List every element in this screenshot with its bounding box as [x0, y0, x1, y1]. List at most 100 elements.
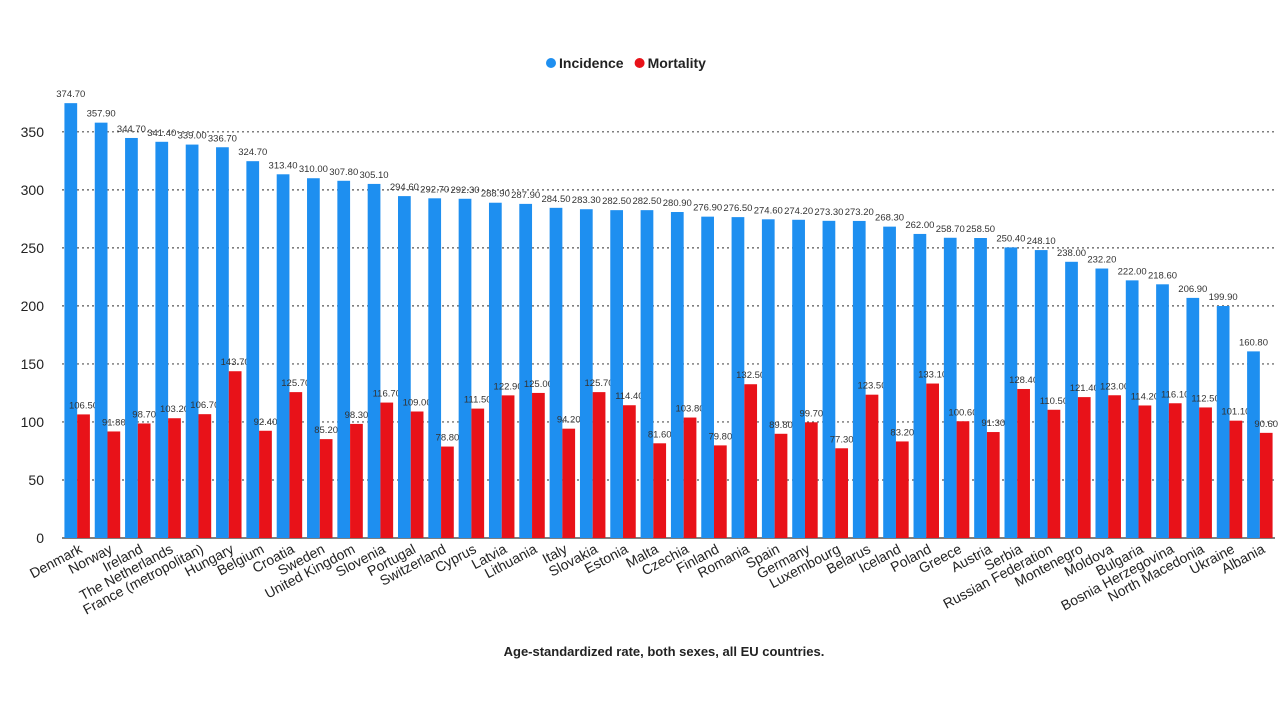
value-label: 274.60 [754, 205, 783, 216]
value-label: 98.70 [132, 409, 156, 420]
value-label: 94.20 [557, 415, 581, 426]
value-label: 122.90 [494, 381, 523, 392]
value-label: 307.80 [329, 167, 358, 178]
bar [1108, 395, 1121, 538]
value-label: 133.10 [918, 370, 947, 381]
bar [1156, 284, 1169, 538]
value-label: 160.80 [1239, 337, 1268, 348]
value-label: 305.10 [360, 170, 389, 181]
value-label: 336.70 [208, 133, 237, 144]
bar [822, 220, 836, 538]
legend-swatch [634, 58, 645, 68]
value-label: 288.90 [481, 189, 510, 200]
bar [731, 217, 745, 538]
value-label: 280.90 [663, 198, 692, 209]
y-tick-label: 300 [21, 182, 45, 198]
bar [943, 237, 957, 538]
bar [792, 219, 805, 538]
value-label: 232.20 [1087, 255, 1116, 266]
bar [1247, 351, 1260, 538]
value-label: 123.50 [857, 381, 886, 392]
bar [380, 402, 394, 538]
value-label: 121.40 [1070, 383, 1099, 394]
value-label: 250.40 [996, 233, 1025, 244]
value-label: 116.10 [1161, 389, 1189, 400]
value-label: 273.20 [845, 207, 874, 218]
value-label: 78.80 [436, 433, 460, 444]
value-label: 111.50 [464, 395, 492, 406]
bar [1004, 247, 1018, 538]
value-label: 98.30 [345, 410, 369, 421]
value-label: 79.80 [708, 431, 732, 442]
bar [1216, 306, 1230, 538]
value-label: 112.50 [1191, 393, 1219, 404]
bar [974, 238, 987, 538]
value-label: 91.80 [102, 417, 126, 428]
value-label: 218.60 [1148, 270, 1177, 281]
value-label: 284.50 [541, 194, 570, 205]
bar [458, 198, 472, 539]
bar [532, 392, 545, 538]
bar [592, 392, 606, 538]
value-label: 294.60 [390, 182, 419, 193]
value-label: 90.60 [1254, 419, 1278, 430]
bar [562, 428, 576, 538]
y-tick-label: 350 [21, 124, 45, 140]
bar [1259, 432, 1273, 538]
value-label: 344.70 [117, 124, 146, 135]
legend-label: Mortality [648, 55, 707, 71]
bar [77, 414, 90, 538]
bar [137, 423, 151, 538]
value-label: 262.00 [905, 220, 934, 231]
bar [1229, 420, 1243, 538]
value-label: 357.90 [87, 109, 116, 120]
value-label: 85.20 [314, 425, 338, 436]
value-label: 114.20 [1131, 391, 1159, 402]
bar [986, 432, 1000, 538]
value-label: 143.70 [221, 357, 250, 368]
value-label: 91.30 [981, 418, 1005, 429]
value-label: 132.50 [736, 370, 765, 381]
bar [852, 220, 866, 538]
bar [289, 392, 303, 538]
value-label: 282.50 [602, 196, 631, 207]
value-label: 99.70 [799, 408, 823, 419]
bar [913, 233, 927, 538]
y-tick-label: 250 [21, 240, 45, 256]
value-label: 92.40 [254, 417, 278, 428]
bar [1034, 250, 1048, 538]
bar [883, 226, 896, 538]
value-label: 199.90 [1209, 292, 1238, 303]
bar [185, 144, 199, 538]
value-label: 258.70 [936, 224, 965, 235]
chart-subtitle: Age-standardized rate, both sexes, all E… [504, 644, 825, 659]
value-label: 101.10 [1221, 407, 1250, 418]
value-label: 81.60 [648, 429, 672, 440]
bar [1065, 261, 1078, 538]
value-label: 109.00 [403, 398, 432, 409]
value-label: 313.40 [269, 160, 298, 171]
y-tick-label: 200 [21, 298, 45, 314]
value-label: 89.80 [769, 420, 793, 431]
value-label: 128.40 [1009, 375, 1038, 386]
value-label: 238.00 [1057, 248, 1086, 259]
bar [895, 441, 909, 538]
bar [623, 405, 636, 538]
bar [519, 203, 533, 539]
bar [319, 439, 333, 538]
bar [549, 207, 563, 538]
bar [64, 103, 78, 538]
value-label: 116.70 [373, 389, 401, 400]
value-label: 83.20 [890, 427, 914, 438]
bar [683, 417, 697, 538]
bar [1095, 268, 1109, 538]
value-label: 282.50 [632, 196, 661, 207]
bar [1168, 403, 1182, 538]
bar [653, 443, 667, 538]
bar [471, 408, 485, 538]
value-label: 268.30 [875, 213, 904, 224]
bar [428, 198, 442, 538]
bar [610, 210, 624, 539]
bar [579, 209, 593, 538]
bar [276, 174, 290, 538]
